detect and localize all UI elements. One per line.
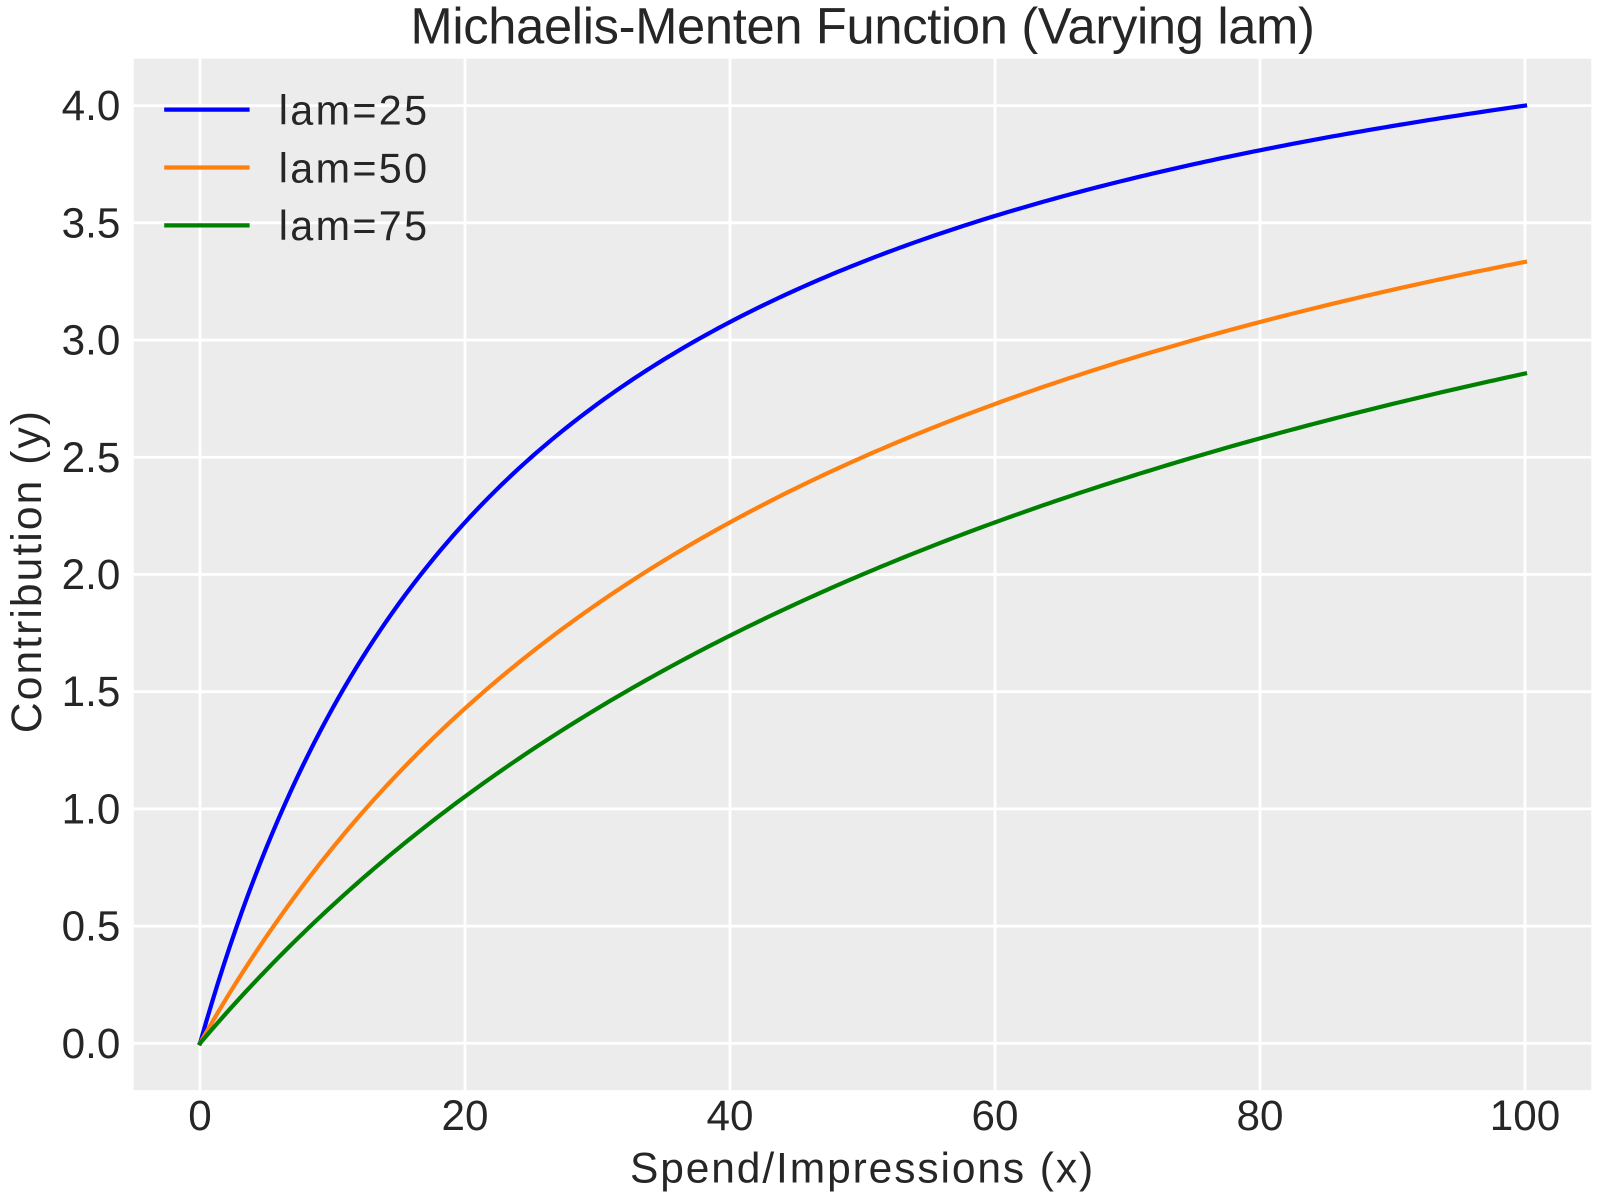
svg-text:3.0: 3.0 — [62, 317, 121, 364]
svg-text:2.0: 2.0 — [62, 551, 121, 598]
svg-text:1.0: 1.0 — [62, 785, 121, 832]
svg-text:20: 20 — [442, 1092, 489, 1139]
svg-text:lam=50: lam=50 — [279, 145, 430, 191]
svg-text:0: 0 — [188, 1092, 211, 1139]
svg-text:lam=25: lam=25 — [279, 87, 430, 133]
svg-text:1.5: 1.5 — [62, 668, 121, 715]
svg-text:0.5: 0.5 — [62, 903, 121, 950]
svg-text:60: 60 — [972, 1092, 1019, 1139]
svg-text:100: 100 — [1490, 1092, 1560, 1139]
svg-text:Spend/Impressions (x): Spend/Impressions (x) — [630, 1146, 1095, 1193]
svg-text:0.0: 0.0 — [62, 1020, 121, 1067]
svg-text:80: 80 — [1237, 1092, 1284, 1139]
svg-text:4.0: 4.0 — [62, 82, 121, 129]
svg-text:lam=75: lam=75 — [279, 203, 430, 249]
svg-text:40: 40 — [707, 1092, 754, 1139]
svg-text:2.5: 2.5 — [62, 434, 121, 481]
svg-text:Contribution (y): Contribution (y) — [4, 409, 51, 733]
svg-text:Michaelis-Menten Function (Var: Michaelis-Menten Function (Varying lam) — [410, 0, 1314, 55]
svg-text:3.5: 3.5 — [62, 199, 121, 246]
